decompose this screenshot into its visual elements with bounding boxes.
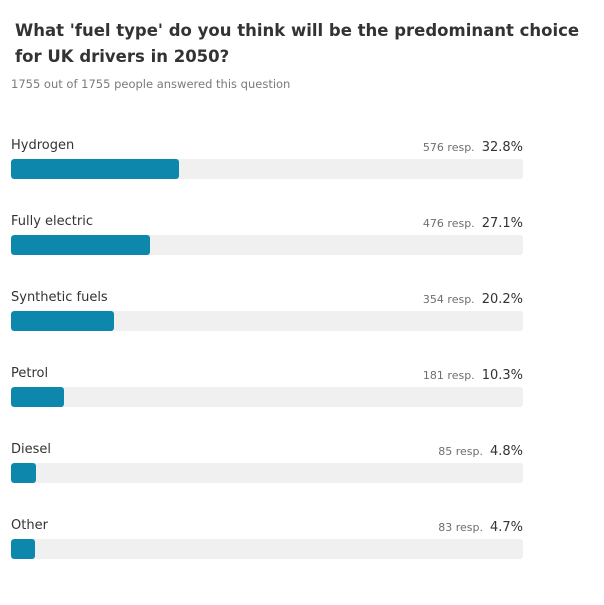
option-synthetic-fuels: Synthetic fuels 354 resp. 20.2% bbox=[11, 290, 523, 342]
bar-track bbox=[11, 311, 523, 331]
bar-fill bbox=[11, 235, 150, 255]
bar-fill bbox=[11, 387, 64, 407]
response-summary: 1755 out of 1755 people answered this qu… bbox=[11, 77, 291, 91]
bar-fill bbox=[11, 311, 115, 331]
bar-fill bbox=[11, 159, 179, 179]
option-hydrogen: Hydrogen 576 resp. 32.8% bbox=[11, 138, 523, 190]
response-count: 85 resp. bbox=[438, 445, 483, 458]
bar-track bbox=[11, 159, 523, 179]
response-count: 181 resp. bbox=[422, 369, 475, 382]
option-other: Other 83 resp. 4.7% bbox=[11, 518, 523, 570]
percentage: 10.3% bbox=[481, 368, 523, 383]
option-fully-electric: Fully electric 476 resp. 27.1% bbox=[11, 214, 523, 266]
question-title: What 'fuel type' do you think will be th… bbox=[15, 21, 580, 66]
bar-track bbox=[11, 463, 523, 483]
option-stats: 576 resp. 32.8% bbox=[423, 138, 523, 156]
bar-track bbox=[11, 539, 523, 559]
bar-track bbox=[11, 387, 523, 407]
bar-fill bbox=[11, 539, 36, 559]
option-stats: 85 resp. 4.8% bbox=[438, 442, 523, 460]
option-label: Diesel bbox=[11, 442, 52, 457]
percentage: 32.8% bbox=[481, 140, 523, 155]
percentage: 27.1% bbox=[481, 216, 523, 231]
bar-track bbox=[11, 235, 523, 255]
option-diesel: Diesel 85 resp. 4.8% bbox=[11, 442, 523, 494]
option-label: Petrol bbox=[11, 366, 49, 381]
option-label: Hydrogen bbox=[11, 138, 75, 153]
response-count: 354 resp. bbox=[422, 293, 475, 306]
response-count: 83 resp. bbox=[438, 521, 483, 534]
response-count: 576 resp. bbox=[422, 141, 475, 154]
option-petrol: Petrol 181 resp. 10.3% bbox=[11, 366, 523, 418]
response-count: 476 resp. bbox=[422, 217, 475, 230]
option-label: Other bbox=[11, 518, 48, 533]
option-label: Synthetic fuels bbox=[11, 290, 108, 305]
percentage: 20.2% bbox=[481, 292, 523, 307]
percentage: 4.8% bbox=[489, 444, 523, 459]
option-stats: 476 resp. 27.1% bbox=[423, 214, 523, 232]
bar-fill bbox=[11, 463, 36, 483]
option-label: Fully electric bbox=[11, 214, 94, 229]
option-stats: 354 resp. 20.2% bbox=[423, 290, 523, 308]
percentage: 4.7% bbox=[489, 520, 523, 535]
option-stats: 181 resp. 10.3% bbox=[423, 366, 523, 384]
option-stats: 83 resp. 4.7% bbox=[438, 518, 523, 536]
